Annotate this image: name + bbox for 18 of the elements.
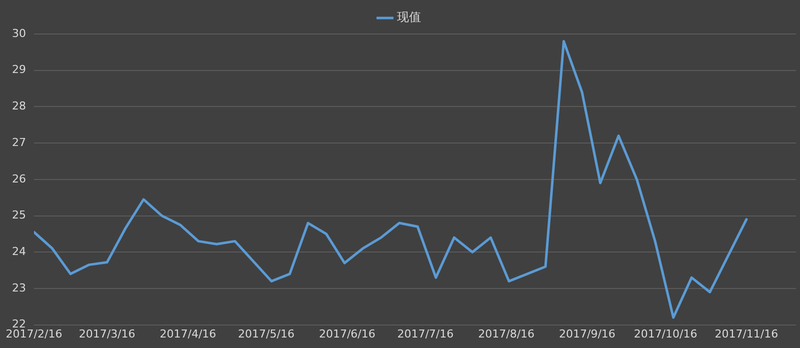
x-tick-label: 2017/5/16 [238,327,294,340]
x-tick-label: 2017/3/16 [78,327,136,340]
x-tick-label: 2017/6/16 [318,327,376,340]
y-tick-label: 23 [12,281,26,294]
y-tick-label: 27 [12,136,26,149]
y-tick-label: 24 [12,244,26,258]
x-tick-label: 2017/8/16 [478,327,535,340]
y-tick-label: 25 [12,208,26,222]
y-tick-label: 28 [12,100,26,113]
x-tick-label: 2017/10/16 [634,327,698,340]
y-tick-label: 26 [12,172,26,186]
x-tick-label: 2017/9/16 [559,327,616,340]
x-tick-label: 2017/4/16 [160,327,216,340]
legend-label: 现值 [397,10,421,24]
y-tick-label: 30 [12,26,26,40]
x-tick-label: 2017/7/16 [397,327,454,340]
y-tick-label: 29 [12,63,26,76]
x-tick-label: 2017/11/16 [714,327,778,340]
